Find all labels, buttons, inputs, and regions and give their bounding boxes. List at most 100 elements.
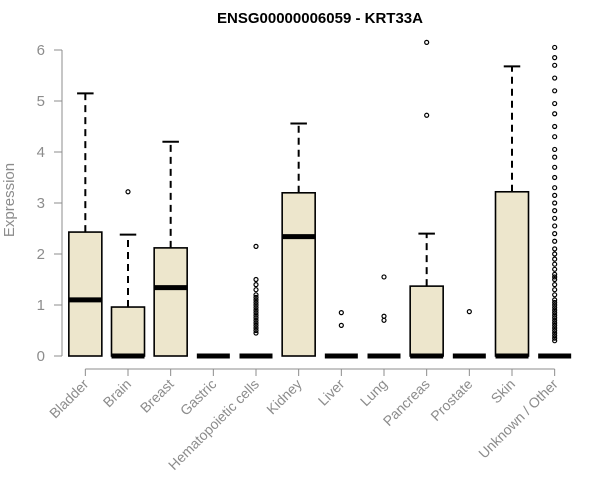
x-tick-label: Kidney bbox=[263, 376, 305, 418]
y-axis: 0 1 2 3 4 5 6 bbox=[37, 42, 63, 365]
y-tick-label: 2 bbox=[37, 246, 45, 263]
outlier-point bbox=[552, 299, 558, 306]
x-tick-label: Brain bbox=[100, 376, 134, 410]
outlier-point bbox=[552, 246, 558, 252]
outlier-point bbox=[552, 315, 558, 321]
outlier-point bbox=[552, 330, 558, 336]
outlier-point bbox=[552, 231, 558, 237]
outlier-point bbox=[253, 243, 259, 249]
y-tick-label: 4 bbox=[37, 144, 45, 161]
x-tick-label: Pancreas bbox=[380, 376, 433, 429]
outlier-point bbox=[552, 185, 558, 191]
outlier-point bbox=[253, 325, 259, 331]
outlier-point bbox=[552, 134, 558, 140]
outlier-point bbox=[552, 292, 558, 298]
outlier-point bbox=[253, 307, 259, 313]
box-iqr bbox=[68, 231, 103, 357]
outlier-point bbox=[552, 174, 558, 181]
boxes-group bbox=[68, 39, 572, 359]
outlier-point bbox=[552, 333, 558, 339]
outlier-point bbox=[253, 292, 259, 298]
outlier-point bbox=[552, 325, 558, 331]
box-iqr bbox=[494, 190, 530, 357]
outlier-point bbox=[552, 317, 558, 323]
outlier-point bbox=[552, 302, 558, 308]
outlier-point bbox=[552, 251, 558, 257]
outlier-point bbox=[552, 271, 558, 277]
outlier-point bbox=[552, 154, 558, 160]
outlier-point bbox=[552, 164, 558, 170]
outlier-point bbox=[125, 189, 131, 195]
outlier-point bbox=[552, 312, 558, 318]
outlier-point bbox=[552, 215, 558, 221]
outlier-point bbox=[338, 310, 344, 316]
x-tick-label: Liver bbox=[315, 376, 348, 409]
outlier-point bbox=[253, 294, 259, 300]
x-tick-label: Skin bbox=[488, 376, 519, 407]
outlier-point bbox=[253, 330, 259, 336]
outlier-point bbox=[424, 39, 430, 45]
x-tick-label: Lung bbox=[357, 376, 390, 409]
outlier-point bbox=[381, 274, 387, 280]
box-iqr bbox=[110, 306, 146, 357]
outlier-point bbox=[253, 312, 259, 318]
outlier-point bbox=[552, 297, 558, 303]
outlier-point bbox=[466, 309, 472, 315]
box-kidney bbox=[281, 122, 316, 357]
outlier-point bbox=[552, 55, 558, 61]
x-tick-label: Breast bbox=[137, 376, 177, 416]
box-liver bbox=[324, 310, 358, 359]
y-tick-label: 6 bbox=[37, 42, 45, 59]
outlier-point bbox=[552, 256, 558, 262]
outlier-point bbox=[552, 261, 558, 267]
outlier-point bbox=[253, 282, 259, 288]
outlier-point bbox=[552, 223, 558, 229]
outlier-point bbox=[253, 302, 259, 308]
outlier-point bbox=[253, 310, 259, 316]
x-tick-label: Gastric bbox=[177, 376, 220, 419]
outlier-point bbox=[552, 274, 558, 280]
outlier-point bbox=[253, 320, 259, 326]
outlier-point bbox=[552, 287, 558, 293]
box-iqr bbox=[281, 192, 316, 357]
outlier-point bbox=[552, 307, 558, 313]
x-tick-label: Prostate bbox=[427, 376, 475, 424]
outlier-point bbox=[552, 320, 558, 326]
box-iqr bbox=[409, 285, 444, 357]
outlier-point bbox=[253, 304, 259, 311]
outlier-point bbox=[552, 192, 558, 198]
outlier-point bbox=[253, 297, 259, 303]
box-brain bbox=[110, 189, 146, 359]
chart-title: ENSG00000006059 - KRT33A bbox=[217, 10, 423, 27]
box-bladder bbox=[68, 92, 103, 357]
outlier-point bbox=[253, 276, 259, 283]
y-tick-label: 1 bbox=[37, 297, 45, 314]
outlier-point bbox=[552, 88, 558, 94]
y-tick-label: 3 bbox=[37, 195, 45, 212]
y-tick-label: 0 bbox=[37, 348, 45, 365]
outlier-point bbox=[552, 238, 558, 244]
outlier-point bbox=[381, 317, 387, 323]
outlier-point bbox=[253, 317, 259, 323]
outlier-point bbox=[552, 62, 558, 68]
outlier-point bbox=[552, 100, 558, 107]
outlier-point bbox=[552, 75, 558, 81]
outlier-point bbox=[253, 287, 259, 293]
outlier-point bbox=[552, 146, 558, 153]
box-lung bbox=[367, 274, 401, 359]
outlier-point bbox=[552, 338, 558, 344]
outlier-point bbox=[253, 322, 259, 328]
outlier-point bbox=[253, 315, 259, 321]
outlier-point bbox=[552, 276, 558, 283]
box-prostate bbox=[452, 309, 486, 359]
outlier-point bbox=[552, 266, 558, 272]
box-unknown-other bbox=[538, 44, 572, 359]
x-tick-label: Bladder bbox=[46, 376, 92, 422]
outlier-point bbox=[253, 299, 259, 306]
outlier-point bbox=[552, 327, 558, 334]
outlier-point bbox=[552, 310, 558, 316]
outlier-point bbox=[552, 282, 558, 288]
y-axis-label: Expression bbox=[1, 163, 18, 237]
outlier-point bbox=[552, 200, 558, 206]
